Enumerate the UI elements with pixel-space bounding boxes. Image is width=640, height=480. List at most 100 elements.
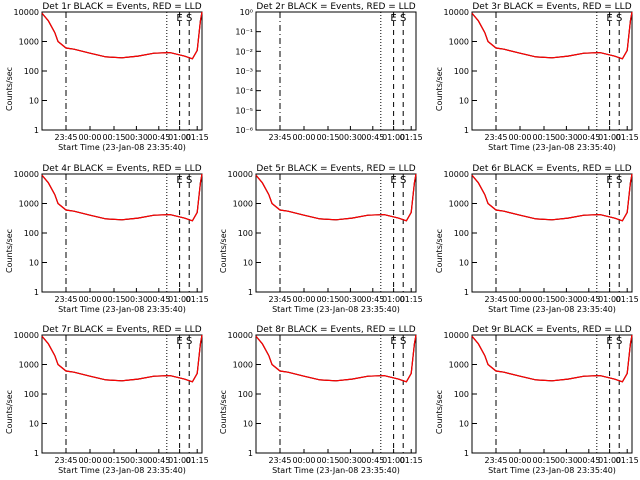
x-axis-label: Start Time (23-Jan-08 23:35:40) [488, 466, 616, 475]
chart-panel-1: Det 1r BLACK = Events, RED = LLD 1 10 100 10… [5, 2, 209, 152]
x-tick-label: 01:00 [598, 456, 621, 465]
x-tick-label: 01:00 [168, 133, 191, 142]
y-axis-label: Counts/sec [435, 229, 444, 273]
y-axis-label: Counts/sec [5, 390, 14, 434]
x-tick-label: 00:00 [292, 295, 315, 304]
x-tick-label: 00:45 [577, 295, 600, 304]
marker-label-s: S [616, 336, 622, 347]
marker-label-s: S [400, 175, 406, 186]
x-tick-label: 01:15 [186, 295, 209, 304]
chart-title: Det 3r BLACK = Events, RED = LLD [472, 2, 631, 12]
x-tick-label: 00:45 [577, 456, 600, 465]
chart-title: Det 9r BLACK = Events, RED = LLD [472, 325, 631, 335]
y-tick-label: 10 [459, 420, 469, 429]
chart-title: Det 6r BLACK = Events, RED = LLD [472, 164, 631, 174]
lld-series-line [41, 11, 203, 60]
x-tick-label: 00:15 [316, 133, 339, 142]
chart-panel-5: Det 5r BLACK = Events, RED = LLD 1 10 100 10… [219, 164, 423, 314]
marker-label-e: E [176, 13, 182, 24]
x-tick-label: 00:00 [508, 295, 531, 304]
marker-label-s: S [186, 336, 192, 347]
x-axis-label: Start Time (23-Jan-08 23:35:40) [488, 143, 616, 152]
x-tick-label: 01:00 [598, 133, 621, 142]
marker-label-e: E [606, 336, 612, 347]
marker-label-s: S [186, 175, 192, 186]
y-tick-label: 10 [459, 259, 469, 268]
x-tick-label: 23:45 [268, 133, 291, 142]
y-tick-label: 10000 [228, 170, 253, 179]
y-tick-label: 10 [29, 259, 39, 268]
x-axis-label: Start Time (23-Jan-08 23:35:40) [272, 305, 400, 314]
x-tick-label: 01:15 [400, 456, 423, 465]
lld-series-line [41, 173, 203, 222]
y-tick-label: 10⁻² [235, 47, 253, 56]
x-axis-label: Start Time (23-Jan-08 23:35:40) [58, 305, 186, 314]
y-tick-label: 1000 [449, 361, 469, 370]
marker-label-e: E [176, 175, 182, 186]
x-tick-label: 00:30 [555, 295, 578, 304]
y-tick-label: 10 [29, 420, 39, 429]
x-tick-label: 00:30 [125, 295, 148, 304]
y-tick-label: 1 [34, 449, 39, 458]
y-tick-label: 10000 [444, 170, 469, 179]
chart-title: Det 5r BLACK = Events, RED = LLD [256, 164, 415, 174]
x-tick-label: 01:00 [382, 295, 405, 304]
chart-title: Det 4r BLACK = Events, RED = LLD [42, 164, 201, 174]
x-tick-label: 00:30 [125, 456, 148, 465]
y-tick-label: 10⁻⁴ [235, 87, 253, 96]
x-tick-label: 00:00 [292, 456, 315, 465]
chart-title: Det 2r BLACK = Events, RED = LLD [256, 2, 415, 12]
x-tick-label: 01:15 [186, 133, 209, 142]
y-tick-label: 100 [454, 67, 469, 76]
x-axis-label: Start Time (23-Jan-08 23:35:40) [272, 466, 400, 475]
lld-series-line [471, 173, 633, 222]
y-tick-label: 10 [29, 97, 39, 106]
x-tick-label: 01:15 [616, 295, 639, 304]
marker-label-e: E [390, 13, 396, 24]
x-tick-label: 00:30 [125, 133, 148, 142]
y-tick-label: 10⁻¹ [235, 28, 253, 37]
y-tick-label: 10000 [14, 8, 39, 17]
x-tick-label: 00:45 [361, 456, 384, 465]
y-tick-label: 100 [454, 390, 469, 399]
x-tick-label: 00:45 [361, 295, 384, 304]
x-tick-label: 00:15 [532, 456, 555, 465]
y-tick-label: 10 [243, 420, 253, 429]
x-tick-label: 00:15 [102, 456, 125, 465]
y-tick-label: 10⁻⁶ [235, 126, 253, 135]
x-tick-label: 00:45 [361, 133, 384, 142]
chart-title: Det 1r BLACK = Events, RED = LLD [42, 2, 201, 12]
chart-panel-6: Det 6r BLACK = Events, RED = LLD 1 10 100 10… [435, 164, 639, 314]
x-tick-label: 23:45 [484, 133, 507, 142]
x-tick-label: 00:00 [508, 456, 531, 465]
x-axis-label: Start Time (23-Jan-08 23:35:40) [58, 143, 186, 152]
y-axis-label: Counts/sec [219, 390, 228, 434]
chart-title: Det 7r BLACK = Events, RED = LLD [42, 325, 201, 335]
x-tick-label: 00:45 [147, 133, 170, 142]
y-tick-label: 1000 [233, 200, 253, 209]
y-axis-label: Counts/sec [5, 67, 14, 111]
y-tick-label: 10⁻⁵ [235, 106, 253, 115]
x-tick-label: 00:15 [532, 295, 555, 304]
x-tick-label: 00:30 [339, 295, 362, 304]
chart-panel-3: Det 3r BLACK = Events, RED = LLD 1 10 100 10… [435, 2, 639, 152]
y-tick-label: 1 [34, 126, 39, 135]
y-tick-label: 100 [454, 229, 469, 238]
y-tick-label: 10 [243, 259, 253, 268]
x-tick-label: 01:15 [616, 133, 639, 142]
y-tick-label: 10⁻³ [235, 67, 253, 76]
y-tick-label: 100 [24, 67, 39, 76]
y-tick-label: 100 [238, 229, 253, 238]
y-tick-label: 1 [464, 449, 469, 458]
x-axis-label: Start Time (23-Jan-08 23:35:40) [58, 466, 186, 475]
x-tick-label: 00:00 [78, 456, 101, 465]
marker-label-s: S [400, 13, 406, 24]
x-tick-label: 00:45 [147, 456, 170, 465]
marker-label-s: S [616, 175, 622, 186]
y-tick-label: 10000 [228, 331, 253, 340]
marker-label-s: S [616, 13, 622, 24]
x-tick-label: 01:15 [400, 295, 423, 304]
x-axis-label: Start Time (23-Jan-08 23:35:40) [488, 305, 616, 314]
lld-series-line [471, 11, 633, 60]
x-tick-label: 01:00 [168, 295, 191, 304]
